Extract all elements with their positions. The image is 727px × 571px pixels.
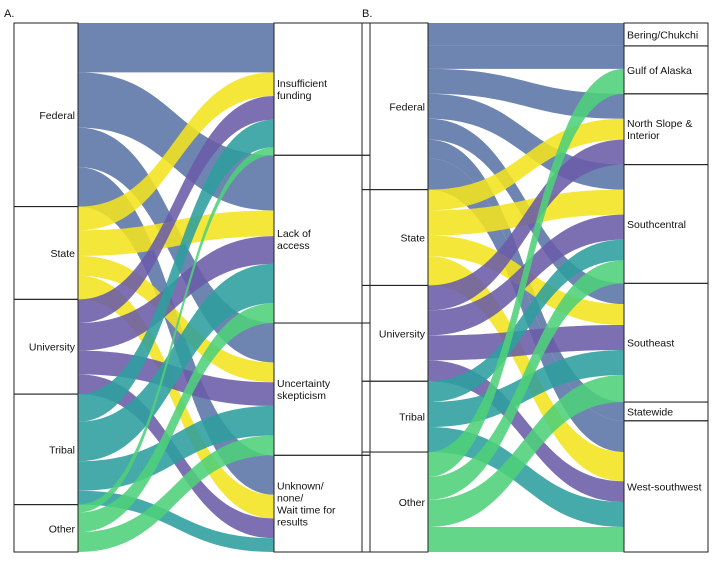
right-node-label-southeast: Southeast — [627, 338, 674, 350]
flow-other-to-west-southwest — [428, 527, 624, 552]
right-node-unknown-none-wait-time-for-results — [273, 454, 371, 553]
right-node-label-bering-chukchi: Bering/Chukchi — [627, 29, 698, 41]
flow-other-to-gulf-of-alaska — [428, 68, 624, 478]
right-node-label-line: Gulf of Alaska — [627, 65, 692, 77]
flow-university-to-southeast — [428, 324, 624, 361]
flow-other-to-lack-of-access — [78, 303, 274, 533]
flow-university-to-lack-of-access — [78, 236, 274, 351]
right-node-label-line: Unknown/ — [277, 481, 324, 493]
left-node-label-university: University — [379, 328, 426, 340]
right-node-label-line: North Slope & — [627, 118, 692, 130]
flow-university-to-west-southwest — [428, 360, 624, 503]
right-node-label-line: West-southwest — [627, 481, 702, 493]
right-node-label-gulf-of-alaska: Gulf of Alaska — [627, 65, 692, 77]
flow-state-to-north-slope-interior — [428, 118, 624, 211]
flow-state-to-unknown-none-wait-time-for-results — [78, 275, 274, 519]
flow-state-to-insufficient-funding — [78, 72, 274, 231]
right-node-label-line: Bering/Chukchi — [627, 29, 698, 41]
left-node-label-state: State — [50, 248, 75, 260]
right-node-label-line: access — [277, 240, 310, 252]
flow-other-to-uncertainty-skepticism — [78, 435, 274, 552]
left-node-label-other: Other — [49, 523, 76, 535]
left-node-label-state: State — [400, 233, 425, 245]
right-node-west-southwest — [623, 420, 709, 553]
right-node-label-line: Interior — [627, 130, 660, 142]
left-node-other — [361, 451, 429, 553]
right-node-label-line: skepticism — [277, 390, 326, 402]
flow-tribal-to-lack-of-access — [78, 263, 274, 462]
flow-other-to-southeast — [428, 374, 624, 528]
flow-federal-to-bering-chukchi — [428, 23, 624, 46]
left-node-label-federal: Federal — [389, 101, 425, 113]
panel-label: B. — [362, 8, 372, 20]
right-node-label-line: Southcentral — [627, 219, 686, 231]
right-node-label-line: Southeast — [627, 338, 674, 350]
panel-label: A. — [4, 8, 14, 20]
right-node-label-line: Wait time for — [277, 505, 336, 517]
flow-federal-to-north-slope-interior — [428, 68, 624, 119]
flow-state-to-southcentral — [428, 189, 624, 236]
flow-tribal-to-insufficient-funding — [78, 119, 274, 422]
flow-other-to-insufficient-funding — [78, 147, 274, 513]
flow-federal-to-west-southwest — [428, 158, 624, 453]
flow-tribal-to-west-southwest — [428, 427, 624, 528]
right-node-label-line: none/ — [277, 493, 303, 505]
right-node-label-uncertainty-skepticism: Uncertainty skepticism — [277, 378, 331, 402]
flow-state-to-lack-of-access — [78, 210, 274, 256]
ribbon-group — [78, 23, 274, 552]
right-node-label-line: Lack of — [277, 228, 311, 240]
flow-federal-to-gulf-of-alaska — [428, 45, 624, 69]
panel-a: Federal State University Tribal Other Insuffi… — [4, 8, 371, 553]
right-node-label-north-slope-interior: North Slope & Interior — [627, 118, 692, 142]
flow-federal-to-insufficient-funding — [78, 23, 274, 73]
right-node-label-statewide: Statewide — [627, 406, 673, 418]
right-node-label-lack-of-access: Lack of access — [277, 228, 311, 252]
right-node-label-west-southwest: West-southwest — [627, 481, 702, 493]
flow-other-to-southcentral — [428, 260, 624, 500]
left-node-label-federal: Federal — [39, 110, 75, 122]
left-node-label-tribal: Tribal — [49, 444, 75, 456]
flow-state-to-uncertainty-skepticism — [78, 255, 274, 383]
left-node-label-tribal: Tribal — [399, 412, 425, 424]
right-node-label-line: results — [277, 517, 308, 529]
flow-tribal-to-southcentral — [428, 239, 624, 403]
left-node-label-university: University — [29, 342, 76, 354]
ribbon-group — [428, 23, 624, 552]
panel-b: Federal State University Tribal Other Bering/… — [361, 8, 709, 553]
flow-university-to-north-slope-interior — [428, 139, 624, 311]
right-node-label-southcentral: Southcentral — [627, 219, 686, 231]
right-node-label-unknown-none-wait-time-for-results: Unknown/none/Wait time for results — [277, 481, 336, 529]
right-node-label-line: funding — [277, 90, 312, 102]
right-node-label-line: Uncertainty — [277, 378, 331, 390]
left-node-other — [13, 504, 79, 553]
right-node-label-line: Insufficient — [277, 78, 327, 90]
right-node-label-insufficient-funding: Insufficient funding — [277, 78, 327, 102]
right-node-label-line: Statewide — [627, 406, 673, 418]
flow-university-to-insufficient-funding — [78, 96, 274, 324]
left-node-label-other: Other — [399, 497, 426, 509]
